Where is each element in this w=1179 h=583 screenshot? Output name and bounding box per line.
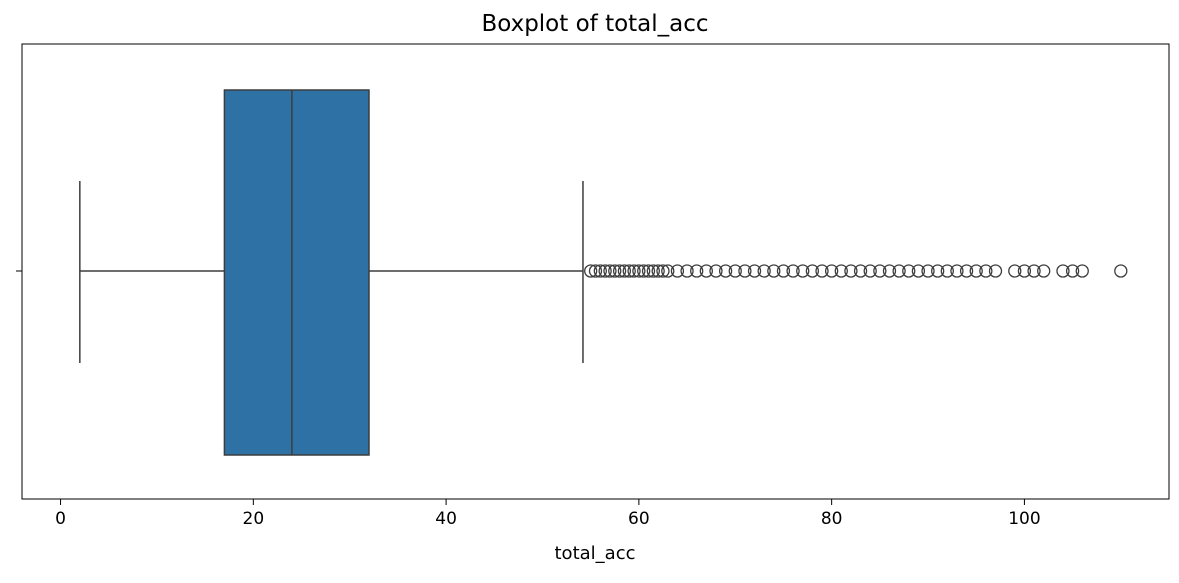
outlier-point xyxy=(863,264,877,278)
outlier-point xyxy=(931,264,945,278)
outlier-point xyxy=(1114,264,1128,278)
plot-marks xyxy=(79,89,1128,456)
outlier-point xyxy=(1037,264,1051,278)
outlier-point xyxy=(656,264,670,278)
chart-title: Boxplot of total_acc xyxy=(481,11,708,37)
outlier-point xyxy=(786,264,800,278)
outlier-point xyxy=(584,264,598,278)
outlier-point xyxy=(632,264,646,278)
outlier-point xyxy=(1075,264,1089,278)
outlier-point xyxy=(608,264,622,278)
outlier-point xyxy=(1065,264,1080,278)
outlier-point xyxy=(588,264,603,278)
outlier-point xyxy=(603,264,617,278)
outlier-point xyxy=(1017,264,1032,278)
outlier-point xyxy=(853,264,868,278)
outlier-point xyxy=(612,264,627,278)
outlier-point xyxy=(1008,264,1022,278)
outlier-point xyxy=(641,264,656,278)
x-tick-label: 20 xyxy=(243,509,265,529)
outlier-point xyxy=(1027,264,1041,278)
x-tick-label: 100 xyxy=(1008,509,1040,529)
outlier-point xyxy=(593,264,607,278)
outlier-point xyxy=(882,264,897,278)
outlier-point xyxy=(622,264,636,278)
outlier-point xyxy=(824,264,839,278)
outlier-point xyxy=(699,264,713,278)
outlier-point xyxy=(661,264,675,278)
outlier-point xyxy=(627,264,641,278)
outlier-point xyxy=(988,264,1003,278)
outlier-point xyxy=(979,264,993,278)
outlier-point xyxy=(911,264,926,278)
x-tick-label: 60 xyxy=(628,509,650,529)
outlier-point xyxy=(680,264,694,278)
outlier-point xyxy=(796,264,810,278)
outlier-point xyxy=(690,264,704,278)
x-axis-label: total_acc xyxy=(555,543,636,564)
outlier-point xyxy=(776,264,791,278)
outlier-point xyxy=(805,264,820,278)
outlier-point xyxy=(646,264,660,278)
outlier-point xyxy=(738,264,752,278)
outlier-point xyxy=(969,264,983,278)
outlier-point xyxy=(617,264,632,278)
outlier-point xyxy=(950,264,964,278)
outlier-point xyxy=(651,264,665,278)
outlier-point xyxy=(637,264,651,278)
x-tick-label: 80 xyxy=(821,509,843,529)
iqr-box xyxy=(223,89,370,456)
outlier-point xyxy=(834,264,848,278)
x-axis-ticks: 0 20 40 60 80 100 xyxy=(55,499,1041,529)
outlier-point xyxy=(873,264,887,278)
outlier-point xyxy=(709,264,723,278)
outlier-point xyxy=(747,264,762,278)
outlier-point xyxy=(757,264,771,278)
outlier-point xyxy=(844,264,858,278)
outlier-point xyxy=(767,264,781,278)
outlier-point xyxy=(718,264,733,278)
outlier-point xyxy=(892,264,906,278)
outlier-point xyxy=(1056,264,1070,278)
outlier-point xyxy=(940,264,954,278)
outlier-point xyxy=(598,264,612,278)
outlier-point xyxy=(815,264,829,278)
outlier-point xyxy=(670,264,685,278)
outlier-point xyxy=(902,264,916,278)
outlier-point xyxy=(921,264,935,278)
outlier-point xyxy=(959,264,974,278)
x-tick-label: 40 xyxy=(435,509,457,529)
outlier-point xyxy=(728,264,742,278)
x-tick-label: 0 xyxy=(55,509,66,529)
